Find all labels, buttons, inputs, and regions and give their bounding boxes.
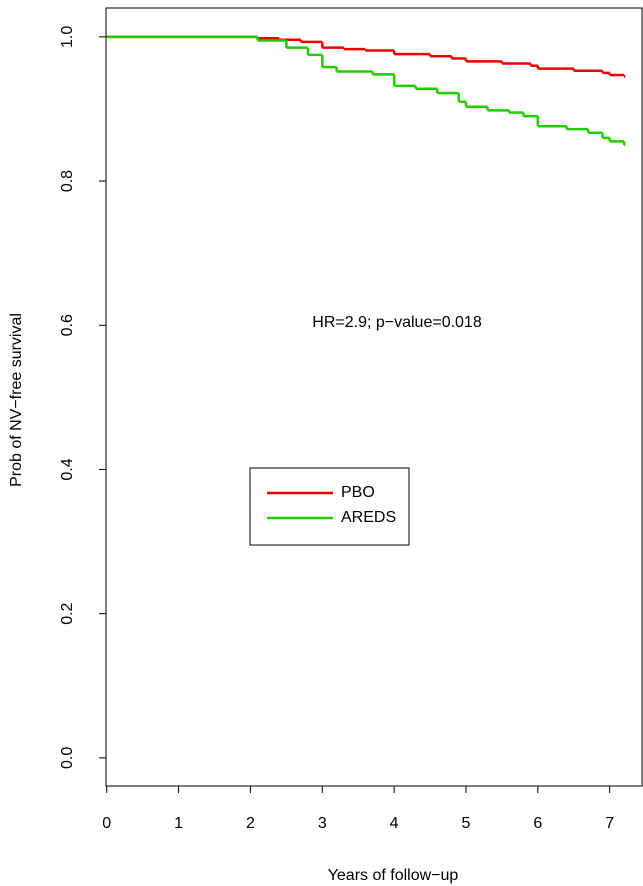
y-tick-label: 0.4 xyxy=(59,458,76,480)
x-tick-label: 3 xyxy=(318,815,327,832)
y-tick-label: 0.6 xyxy=(59,314,76,336)
y-tick-label: 0.2 xyxy=(59,602,76,624)
plot-frame xyxy=(105,7,643,787)
y-tick-label: 0.8 xyxy=(59,170,76,192)
x-tick-label: 5 xyxy=(462,815,471,832)
x-axis-label: Years of follow−up xyxy=(328,867,459,884)
y-tick-label: 1.0 xyxy=(59,26,76,48)
legend-label: AREDS xyxy=(341,509,396,526)
y-axis-label: Prob of NV−free survival xyxy=(8,313,25,487)
x-tick-label: 7 xyxy=(605,815,614,832)
x-tick-label: 2 xyxy=(246,815,255,832)
x-tick-label: 6 xyxy=(533,815,542,832)
legend-box xyxy=(249,467,410,546)
legend-label: PBO xyxy=(341,484,375,501)
y-tick-label: 0.0 xyxy=(59,747,76,769)
x-tick-label: 4 xyxy=(390,815,399,832)
x-tick-label: 1 xyxy=(174,815,183,832)
annotation: HR=2.9; p−value=0.018 xyxy=(312,314,482,331)
x-tick-label: 0 xyxy=(102,815,111,832)
